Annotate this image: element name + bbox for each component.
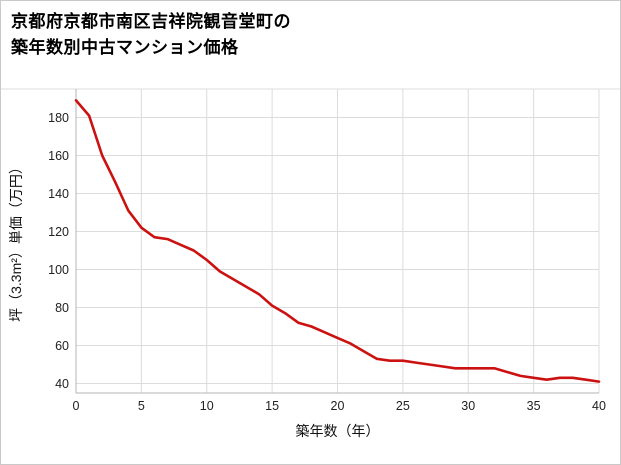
x-tick-label: 10 [200,399,214,413]
x-tick-label: 15 [265,399,279,413]
y-tick-label: 160 [48,149,69,163]
line-chart: 40 60 80 100 120 140 160 180 0 5 10 15 20 25 30 35 40 築年数… [1,76,620,464]
y-tick-label: 60 [55,339,69,353]
chart-title: 京都府京都市南区吉祥院観音堂町の 築年数別中古マンション価格 [11,9,291,62]
x-axis-title: 築年数（年） [296,423,380,439]
y-tick-label: 80 [55,301,69,315]
chart-title-line1: 京都府京都市南区吉祥院観音堂町の [11,12,291,31]
y-axis-title: 坪（3.3m²）単価（万円） [8,160,24,322]
y-tick-label: 120 [48,225,69,239]
price-line-series [74,99,601,383]
x-tick-label: 40 [592,399,606,413]
y-tick-label: 40 [55,377,69,391]
x-tick-label: 5 [138,399,145,413]
y-tick-label: 100 [48,263,69,277]
x-tick-label: 25 [396,399,410,413]
x-tick-label: 30 [461,399,475,413]
x-tick-label: 35 [527,399,541,413]
x-tick-label: 20 [331,399,345,413]
x-tick-label: 0 [73,399,80,413]
y-tick-label: 140 [48,187,69,201]
chart-canvas: 40 60 80 100 120 140 160 180 0 5 10 15 20 25 30 35 40 築年数… [1,88,620,439]
y-tick-label: 180 [48,111,69,125]
chart-title-line2: 築年数別中古マンション価格 [11,38,239,58]
